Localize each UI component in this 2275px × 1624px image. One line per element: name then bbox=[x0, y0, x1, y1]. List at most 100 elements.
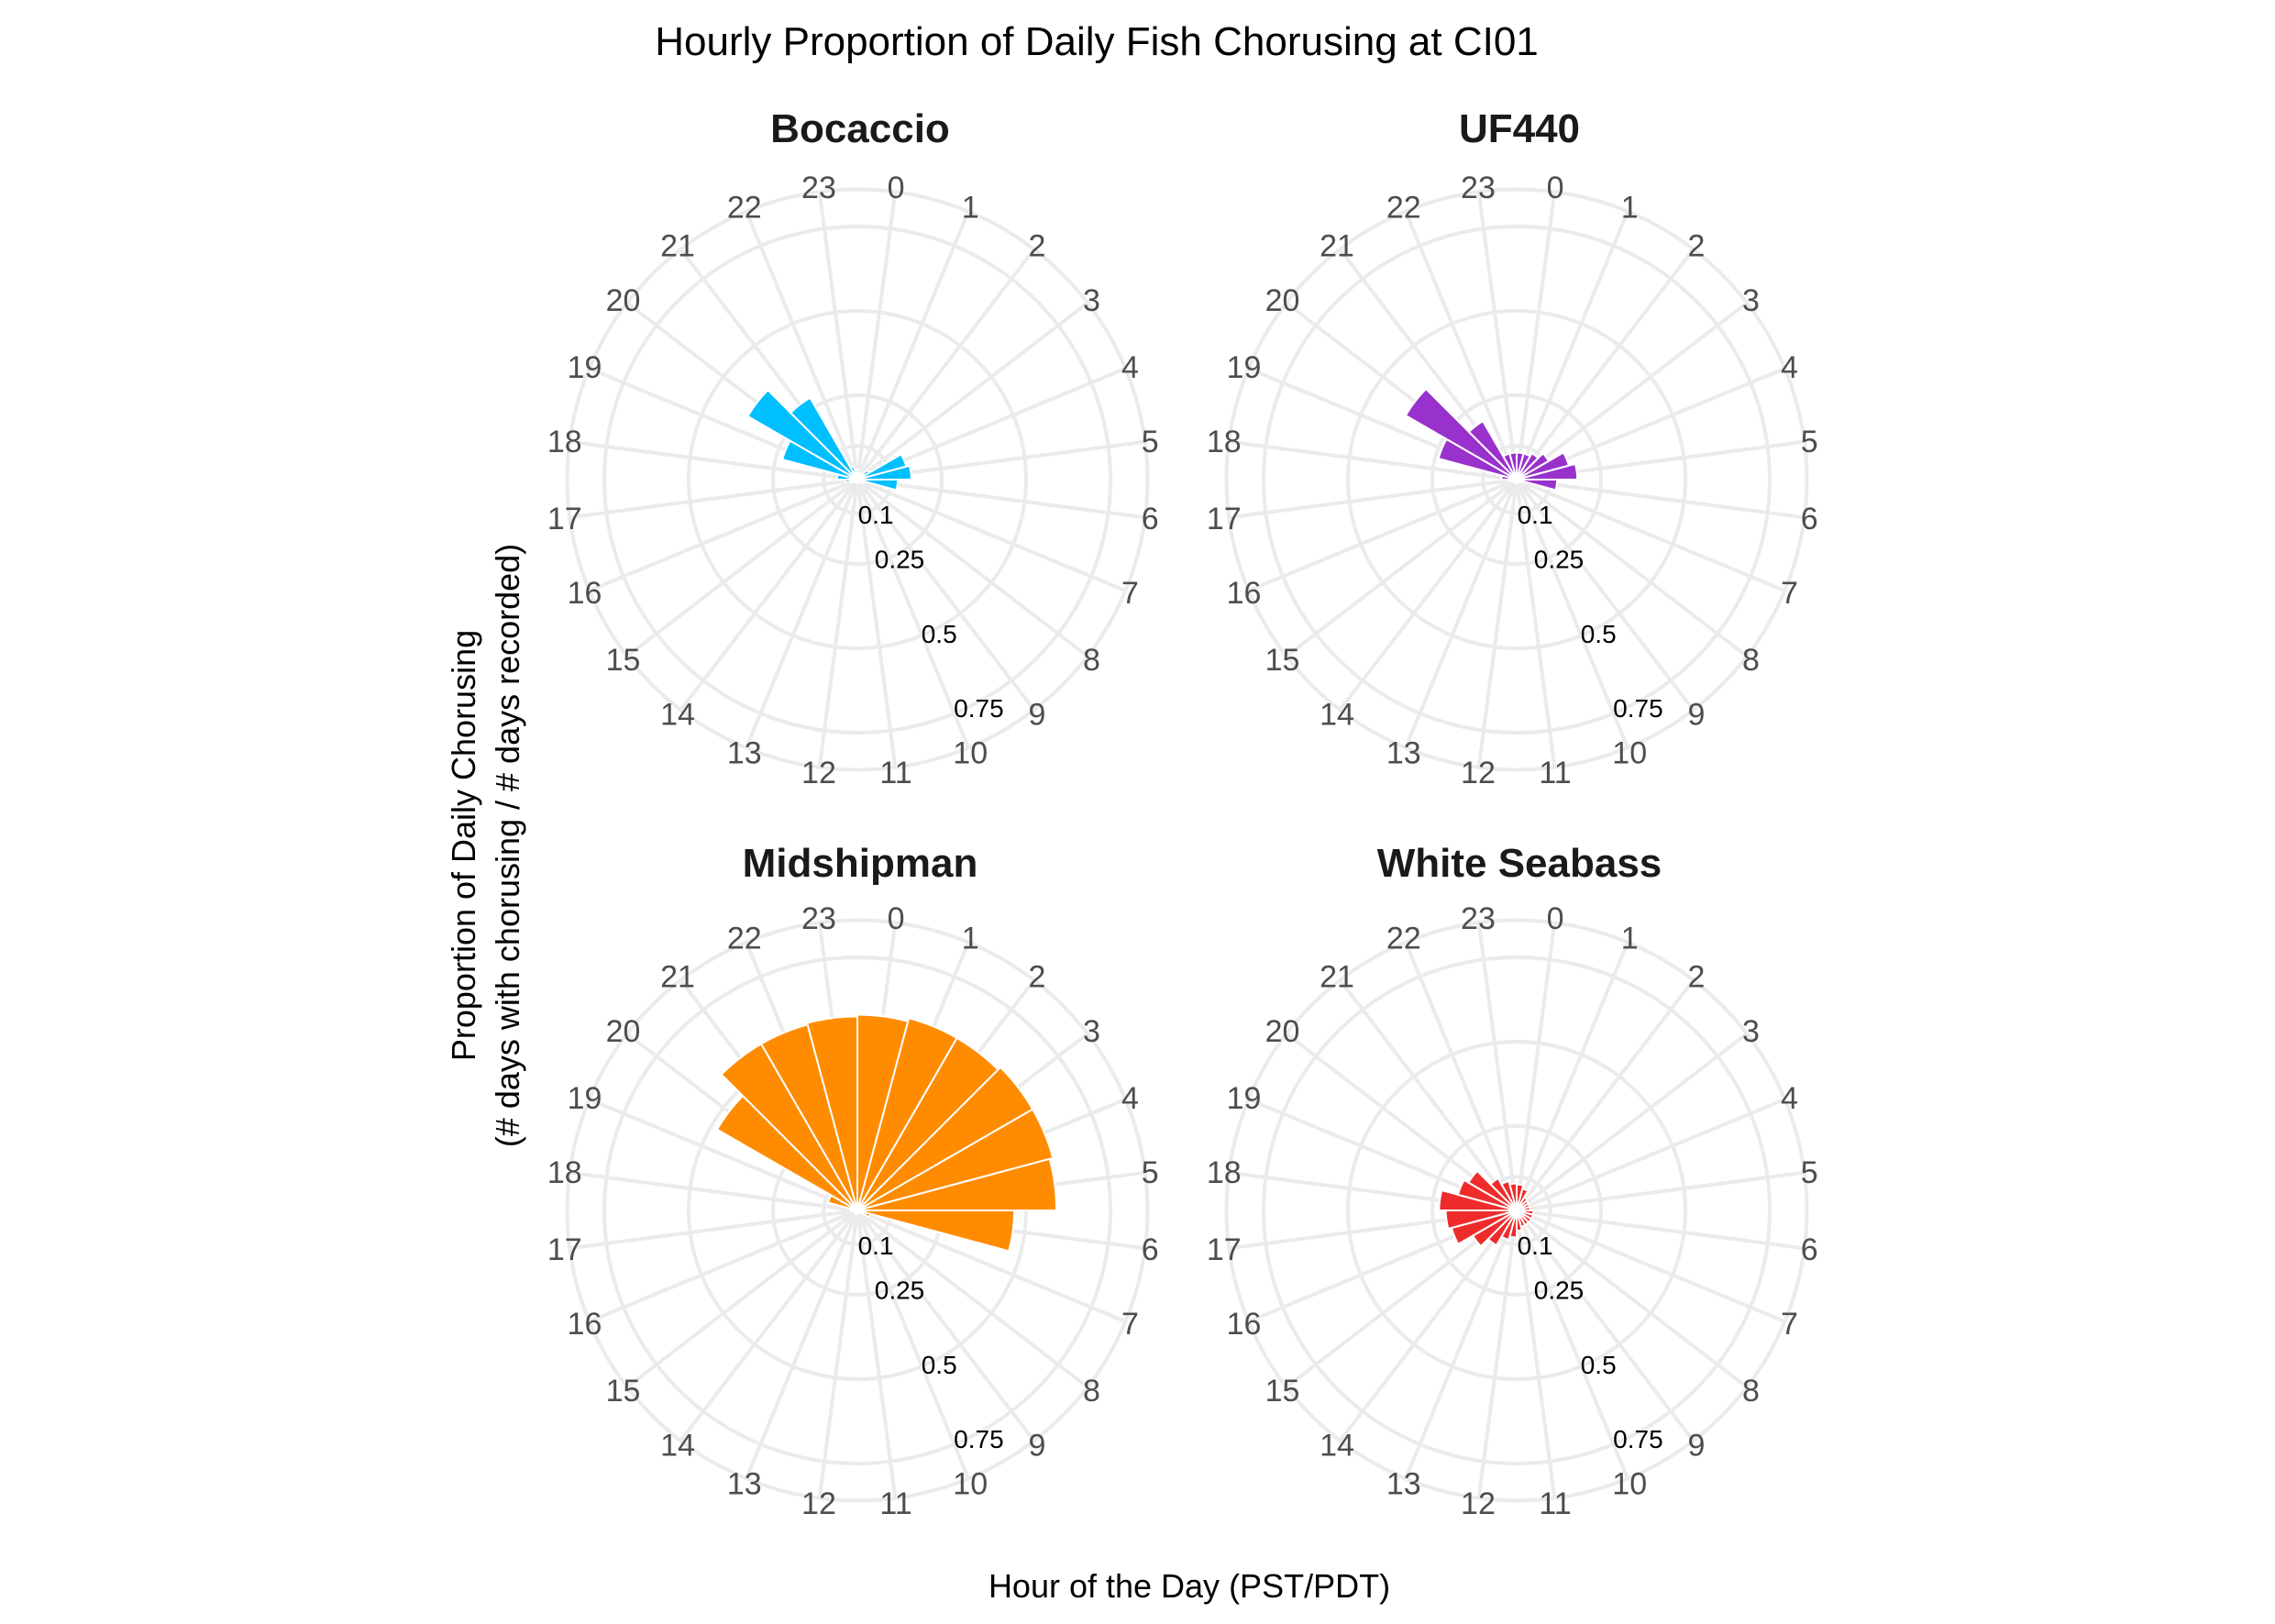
hour-tick-label: 12 bbox=[1461, 756, 1496, 790]
grid-spoke bbox=[1338, 1209, 1519, 1442]
grid-spoke bbox=[1516, 478, 1806, 520]
hour-tick-label: 15 bbox=[1265, 643, 1300, 678]
grid-spoke bbox=[856, 1209, 1089, 1389]
grid-spoke bbox=[856, 479, 898, 768]
hour-tick-label: 10 bbox=[1612, 1466, 1647, 1501]
hour-tick-label: 15 bbox=[1265, 1374, 1300, 1409]
panel-bocaccio: Bocaccio01234567891011121314151617181920… bbox=[547, 106, 1159, 790]
hour-tick-label: 0 bbox=[888, 901, 905, 936]
grid-spoke bbox=[588, 1209, 858, 1323]
radial-tick-label: 0.25 bbox=[1534, 1276, 1585, 1305]
grid-spoke bbox=[1228, 439, 1518, 481]
hour-tick-label: 10 bbox=[1612, 735, 1647, 770]
hour-tick-label: 16 bbox=[568, 1307, 602, 1342]
bar-hour-5 bbox=[856, 464, 912, 481]
hour-tick-label: 18 bbox=[547, 1155, 582, 1190]
hour-tick-label: 13 bbox=[727, 1466, 762, 1501]
hour-tick-label: 6 bbox=[1142, 502, 1159, 536]
bar-hour-23 bbox=[1508, 451, 1518, 481]
grid-spoke bbox=[856, 248, 1036, 481]
hour-tick-label: 1 bbox=[1621, 191, 1639, 226]
grid-spoke bbox=[1515, 479, 1557, 768]
grid-spoke bbox=[1516, 1209, 1786, 1323]
hour-tick-label: 15 bbox=[606, 1374, 641, 1409]
grid-spoke bbox=[856, 1210, 898, 1499]
hour-tick-label: 19 bbox=[568, 350, 602, 385]
hour-tick-label: 9 bbox=[1688, 1428, 1706, 1463]
grid-spoke bbox=[1515, 210, 1629, 481]
hour-tick-label: 5 bbox=[1142, 425, 1159, 459]
hour-tick-label: 22 bbox=[727, 191, 762, 226]
hour-tick-label: 23 bbox=[1461, 901, 1496, 936]
bar-hour-6 bbox=[1516, 479, 1559, 492]
grid-spoke bbox=[1515, 1210, 1629, 1480]
hour-tick-label: 12 bbox=[1461, 1486, 1496, 1521]
hour-tick-label: 14 bbox=[660, 1428, 695, 1463]
radial-tick-label: 0.1 bbox=[1518, 1232, 1553, 1260]
grid-ring-outer bbox=[1224, 918, 1809, 1503]
grid-spoke bbox=[1515, 478, 1749, 658]
bar-hour-5 bbox=[1516, 462, 1579, 481]
hour-tick-label: 14 bbox=[660, 697, 695, 732]
hour-tick-label: 12 bbox=[801, 1486, 836, 1521]
hour-tick-label: 16 bbox=[1227, 576, 1262, 611]
hour-tick-label: 4 bbox=[1121, 350, 1139, 385]
hour-tick-label: 1 bbox=[962, 922, 979, 956]
radial-tick-label: 0.5 bbox=[1581, 1351, 1617, 1379]
hour-tick-label: 15 bbox=[606, 643, 641, 678]
hour-tick-label: 2 bbox=[1029, 960, 1046, 995]
grid-ring bbox=[771, 393, 944, 566]
hour-tick-label: 7 bbox=[1121, 1307, 1139, 1342]
hour-tick-label: 22 bbox=[1386, 191, 1421, 226]
grid-spoke bbox=[1515, 301, 1749, 481]
hour-tick-label: 3 bbox=[1742, 1014, 1760, 1049]
panel-title: White Seabass bbox=[1377, 841, 1662, 886]
hour-tick-label: 7 bbox=[1121, 576, 1139, 611]
hour-tick-label: 3 bbox=[1083, 283, 1100, 318]
hour-tick-label: 9 bbox=[1029, 697, 1046, 732]
grid-ring bbox=[1346, 309, 1687, 650]
grid-spoke bbox=[1515, 978, 1695, 1212]
radial-tick-label: 0.25 bbox=[875, 1276, 925, 1305]
grid-spoke bbox=[1516, 478, 1786, 592]
hour-tick-label: 9 bbox=[1029, 1428, 1046, 1463]
hour-tick-label: 4 bbox=[1781, 350, 1798, 385]
hour-tick-label: 7 bbox=[1781, 1307, 1798, 1342]
y-axis-label-line-1: Proportion of Daily Chorusing bbox=[445, 630, 482, 1061]
hour-tick-label: 0 bbox=[1547, 901, 1564, 936]
bar-hour-21 bbox=[789, 396, 858, 481]
hour-tick-label: 21 bbox=[660, 229, 695, 264]
hour-tick-label: 16 bbox=[1227, 1307, 1262, 1342]
grid-ring-outer bbox=[1224, 187, 1809, 772]
grid-spoke bbox=[1515, 1209, 1749, 1389]
grid-spoke bbox=[1476, 922, 1519, 1211]
hour-tick-label: 5 bbox=[1801, 425, 1818, 459]
grid-spoke bbox=[817, 1210, 859, 1499]
grid-spoke bbox=[856, 301, 1089, 481]
hour-tick-label: 13 bbox=[1386, 735, 1421, 770]
hour-tick-label: 4 bbox=[1121, 1081, 1139, 1116]
panel-midshipman: Midshipman012345678910111213141516171819… bbox=[547, 841, 1159, 1521]
hour-tick-label: 18 bbox=[547, 425, 582, 459]
grid-spoke bbox=[1285, 478, 1519, 658]
hour-tick-label: 11 bbox=[1539, 756, 1571, 790]
bar-hour-21 bbox=[1467, 419, 1518, 481]
grid-ring bbox=[1430, 393, 1603, 566]
hour-tick-label: 20 bbox=[1265, 283, 1300, 318]
grid-ring bbox=[1262, 956, 1772, 1465]
bar-hour-4 bbox=[856, 1108, 1055, 1211]
hour-tick-label: 17 bbox=[1207, 502, 1242, 536]
grid-ring bbox=[1430, 1124, 1603, 1297]
hour-tick-label: 2 bbox=[1688, 960, 1706, 995]
hour-tick-label: 21 bbox=[1320, 960, 1354, 995]
panel-title: Midshipman bbox=[743, 841, 978, 886]
hour-tick-label: 1 bbox=[962, 191, 979, 226]
hour-tick-label: 1 bbox=[1621, 922, 1639, 956]
radial-tick-label: 0.25 bbox=[875, 546, 925, 574]
hour-tick-label: 12 bbox=[801, 756, 836, 790]
grid-spoke bbox=[1515, 1209, 1695, 1442]
grid-spoke bbox=[1516, 1209, 1806, 1251]
grid-spoke bbox=[817, 191, 859, 481]
hour-tick-label: 0 bbox=[1547, 171, 1564, 205]
